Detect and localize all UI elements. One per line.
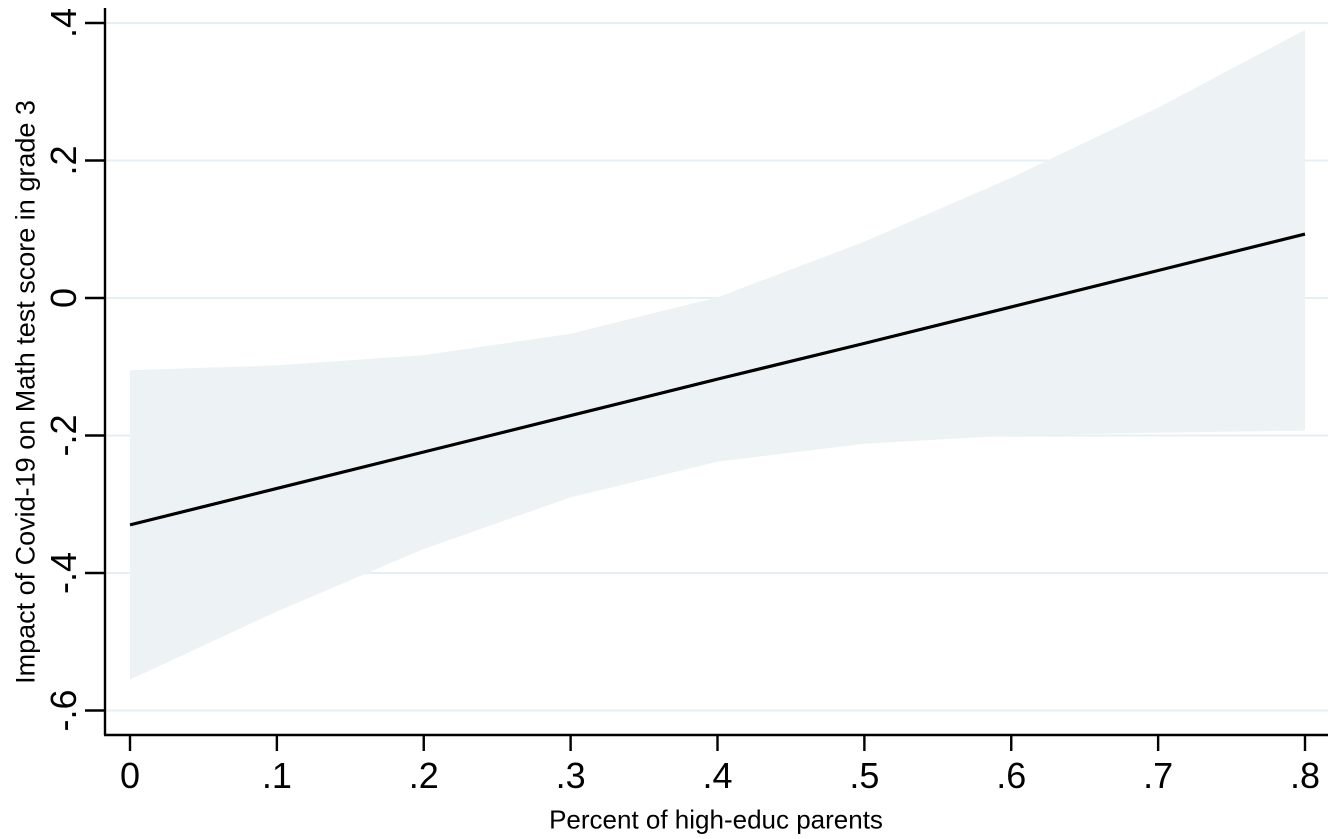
- x-tick-label: .6: [996, 755, 1026, 796]
- y-tick-label: .2: [43, 145, 84, 175]
- y-tick-label: 0: [43, 288, 84, 308]
- y-tick-label: .4: [43, 8, 84, 38]
- x-tick-label: .8: [1290, 755, 1320, 796]
- x-tick-label: .1: [262, 755, 292, 796]
- y-tick-label: -.4: [43, 552, 84, 594]
- fit-line: [129, 232, 1306, 527]
- x-tick-label: 0: [120, 755, 140, 796]
- x-tick-label: .5: [849, 755, 879, 796]
- x-tick-label: .3: [556, 755, 586, 796]
- confidence-band: [130, 29, 1305, 680]
- y-tick-label: -.2: [43, 414, 84, 456]
- x-tick-label: .2: [409, 755, 439, 796]
- y-axis-title: Impact of Covid-19 on Math test score in…: [10, 100, 41, 684]
- y-tick-label: -.6: [43, 689, 84, 731]
- x-tick-label: .4: [702, 755, 732, 796]
- x-tick-label: .7: [1143, 755, 1173, 796]
- x-axis-title: Percent of high-educ parents: [549, 804, 883, 835]
